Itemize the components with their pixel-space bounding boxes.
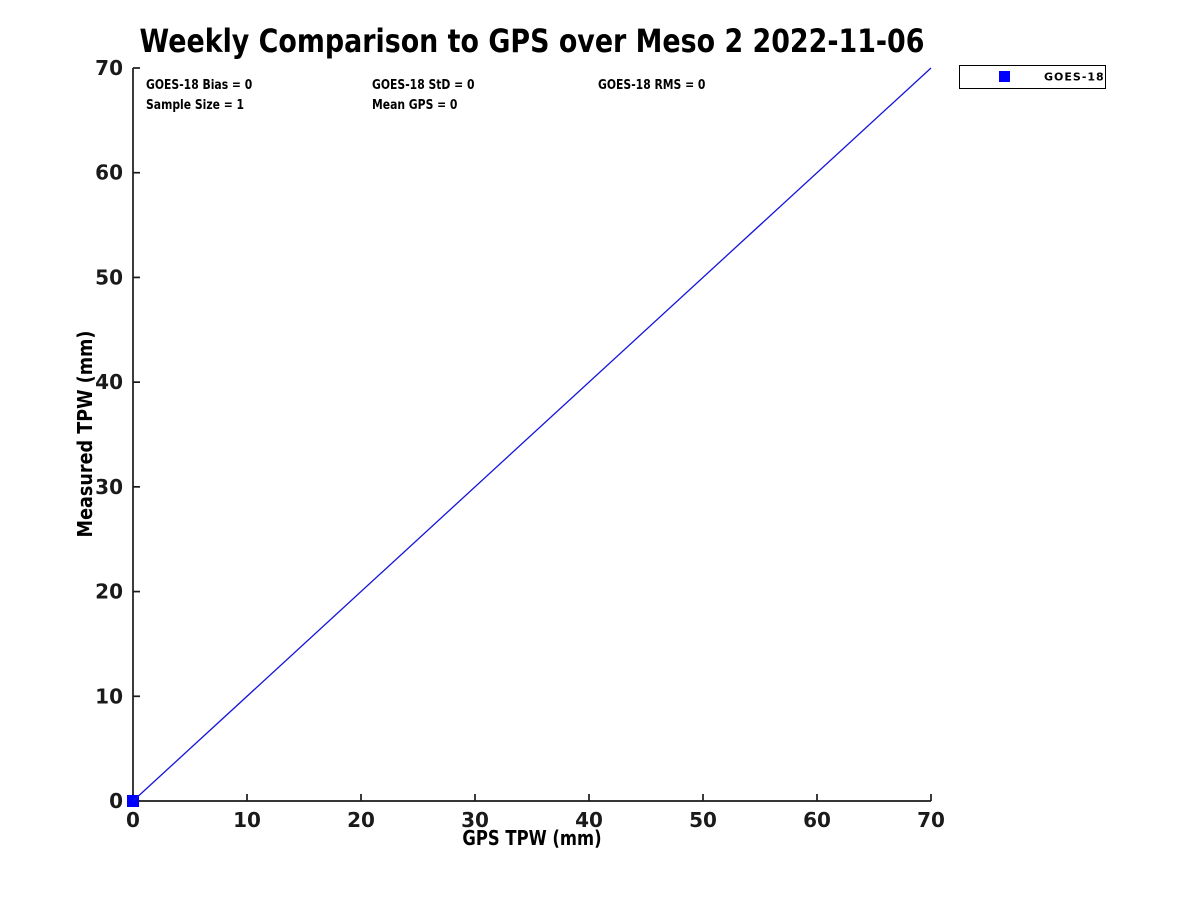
x-axis-label: GPS TPW (mm) — [462, 826, 602, 850]
y-tick-label: 40 — [95, 370, 123, 394]
x-tick-label: 30 — [461, 808, 489, 832]
stat-std: GOES-18 StD = 0 — [372, 77, 475, 93]
chart-title: Weekly Comparison to GPS over Meso 2 202… — [139, 22, 925, 60]
y-tick-label: 50 — [95, 265, 123, 289]
stat-bias: GOES-18 Bias = 0 — [146, 77, 253, 93]
x-tick-label: 60 — [803, 808, 831, 832]
y-tick-label: 10 — [95, 684, 123, 708]
legend-label: GOES-18 — [1044, 70, 1105, 84]
x-tick-label: 40 — [575, 808, 603, 832]
y-tick-label: 70 — [95, 56, 123, 80]
x-tick-label: 70 — [917, 808, 945, 832]
stat-mean-gps: Mean GPS = 0 — [372, 97, 458, 113]
y-tick-label: 20 — [95, 580, 123, 604]
stat-sample-size: Sample Size = 1 — [146, 97, 245, 113]
x-tick-label: 20 — [347, 808, 375, 832]
series-line-identity-line — [132, 67, 932, 802]
x-tick-label: 0 — [126, 808, 140, 832]
y-tick-label: 60 — [95, 161, 123, 185]
y-tick-label: 0 — [109, 789, 123, 813]
y-axis-label: Measured TPW (mm) — [73, 330, 97, 538]
legend-marker-square-icon — [999, 71, 1010, 82]
y-tick-label: 30 — [95, 475, 123, 499]
stat-rms: GOES-18 RMS = 0 — [598, 77, 706, 93]
legend: GOES-18 — [959, 65, 1106, 89]
x-tick-label: 10 — [233, 808, 261, 832]
x-tick-label: 50 — [689, 808, 717, 832]
